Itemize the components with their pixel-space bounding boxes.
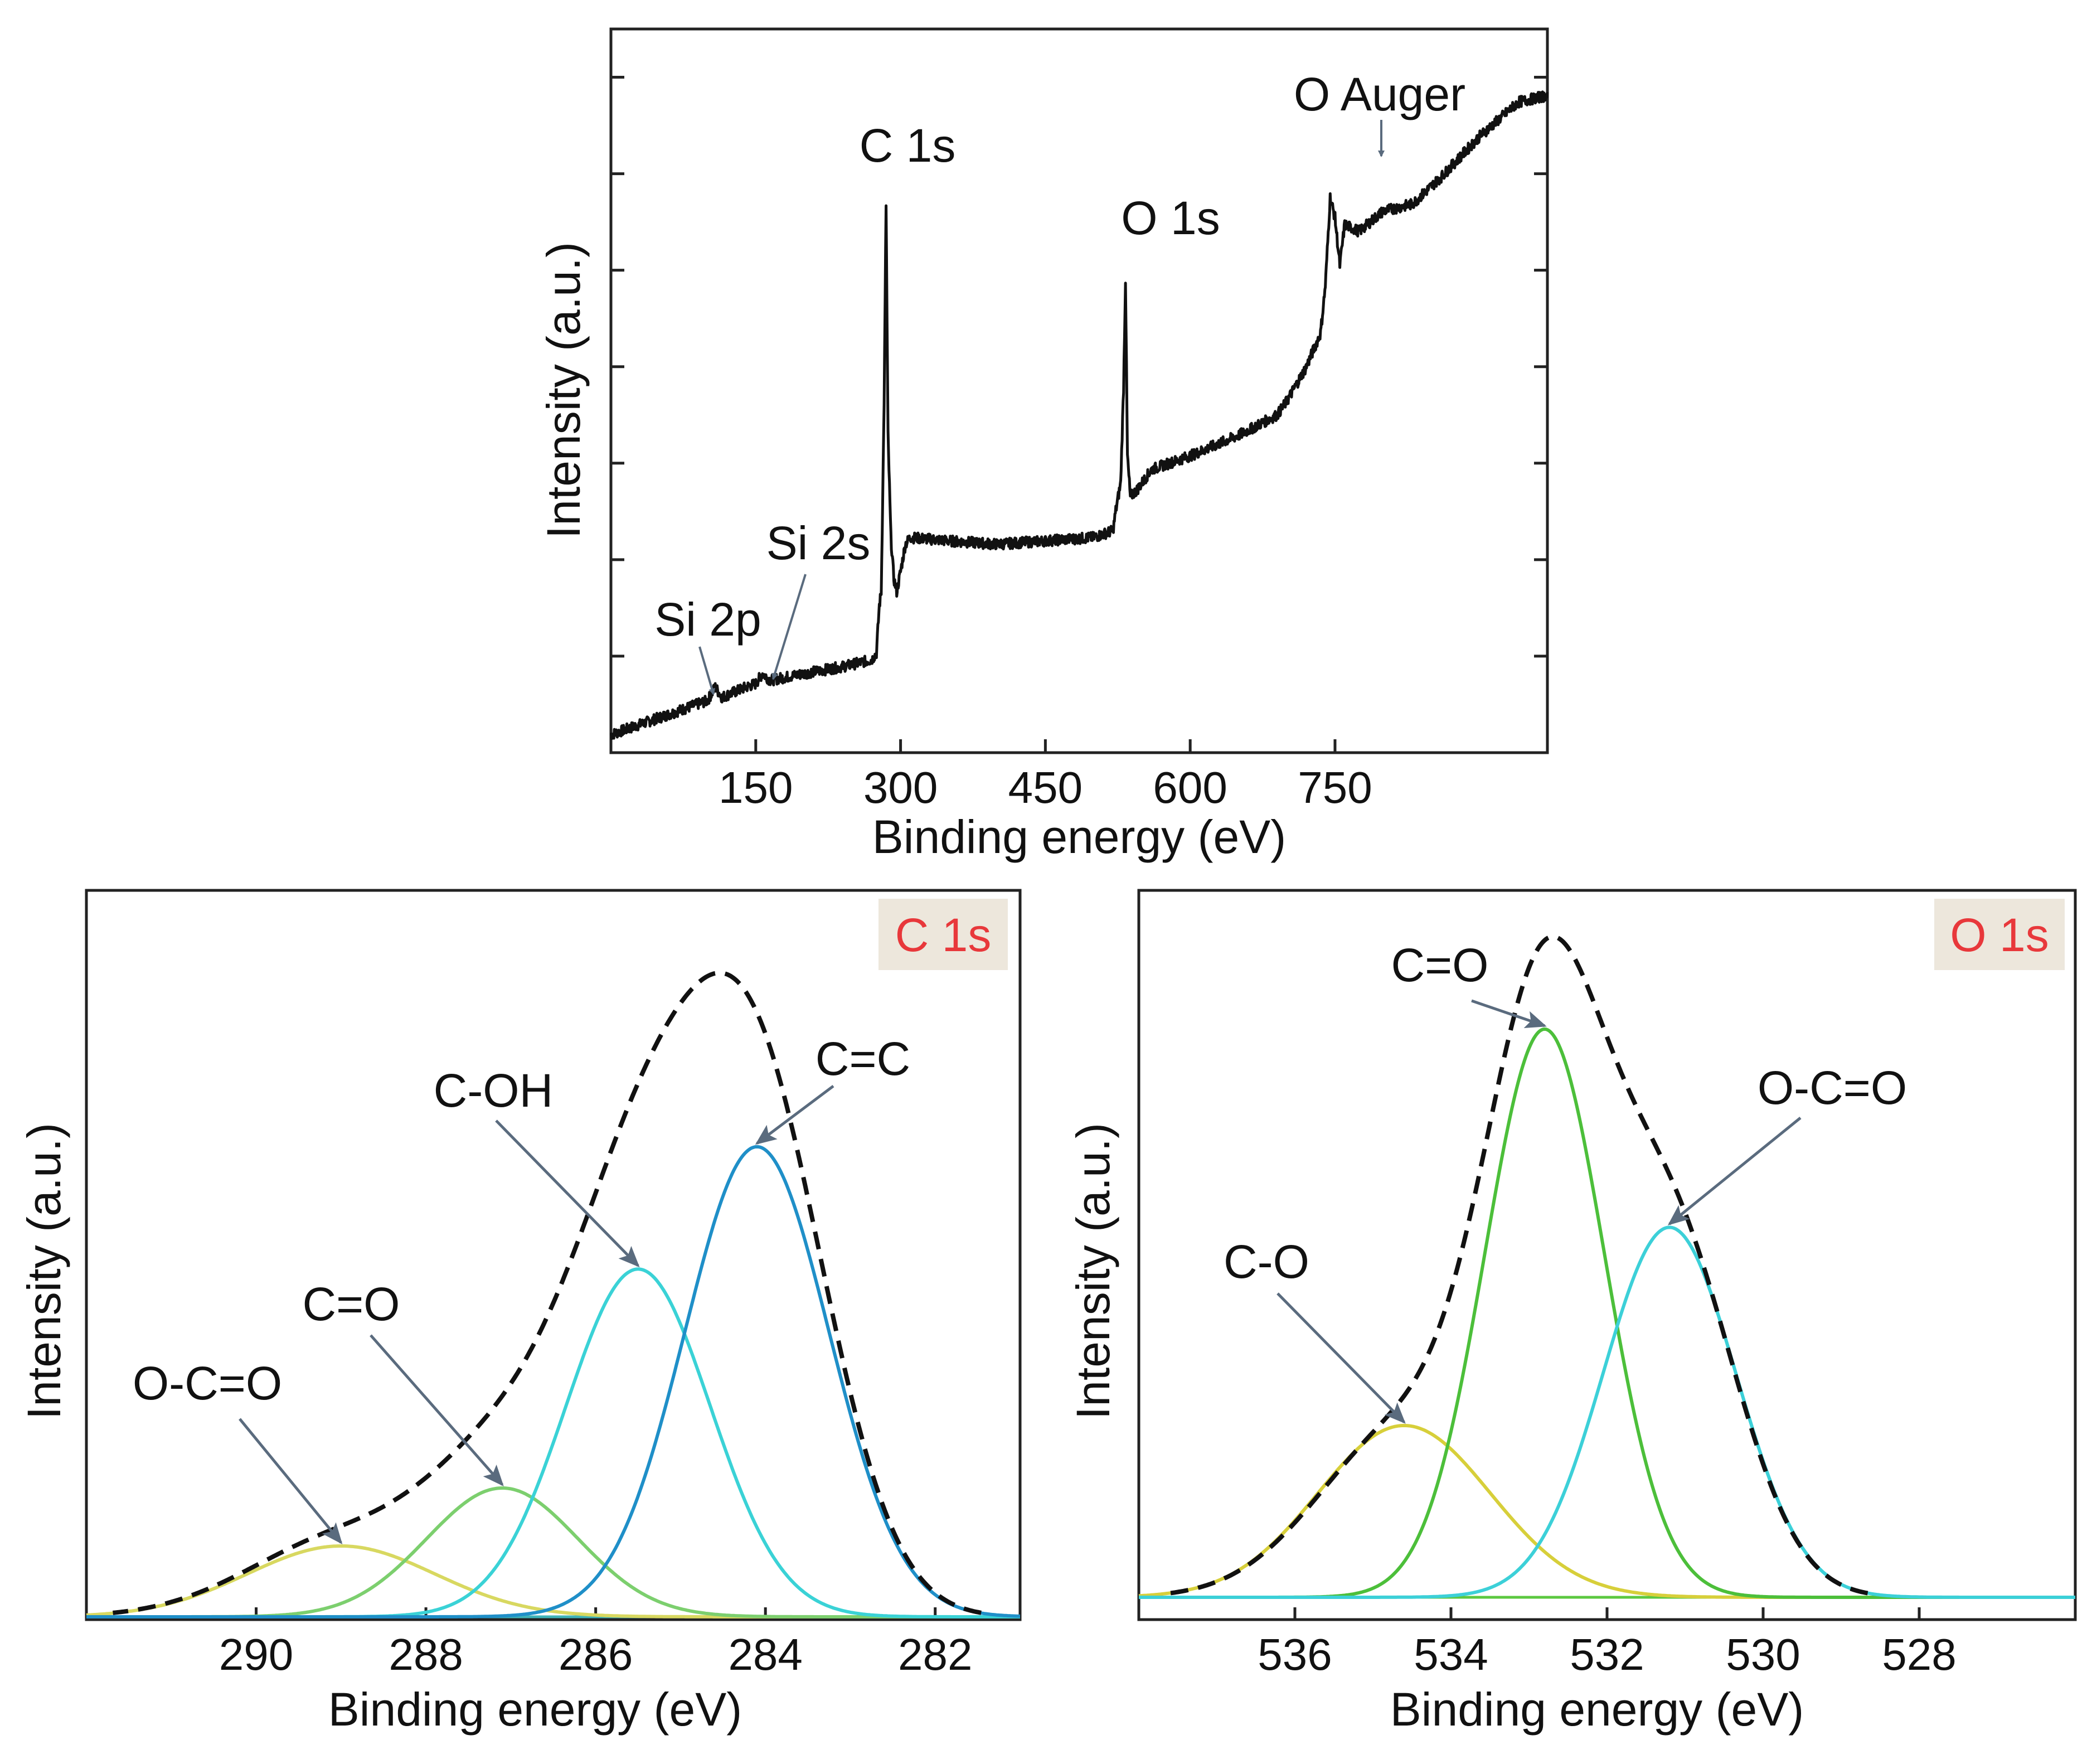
c1s-component-arrow — [755, 1085, 834, 1145]
c1s-component-c-c — [86, 1145, 1021, 1618]
o1s-component-label: C=O — [1391, 939, 1488, 991]
c1s-x-tick-label: 288 — [389, 1630, 463, 1679]
o1s-badge-bg — [1934, 899, 2065, 970]
survey-peak-label: Si 2s — [766, 517, 871, 569]
survey-peak-label: C 1s — [860, 119, 956, 172]
o1s-badge: O 1s — [1950, 909, 2049, 961]
c1s-envelope-dashed-line — [113, 970, 982, 1615]
o1s-x-ticks: 536 534 532 530 528 — [1258, 1607, 1957, 1679]
survey-y-axis-label: Intensity (a.u.) — [537, 242, 590, 539]
c1s-x-axis-label: Binding energy (eV) — [328, 1683, 742, 1736]
o1s-chart: 536 534 532 530 528 Intensity (a.u.) Binding… — [1067, 889, 2077, 1736]
o1s-component-arrow — [1667, 1117, 1802, 1225]
c1s-component-c-oh — [86, 1267, 1020, 1618]
o1s-x-tick-label: 530 — [1726, 1630, 1800, 1679]
c1s-component-label: C=C — [816, 1033, 910, 1085]
o1s-x-tick-label: 528 — [1882, 1630, 1956, 1679]
o1s-component-c-o — [1138, 1423, 2075, 1599]
c1s-component-label: C=O — [302, 1278, 400, 1330]
c1s-x-tick-label: 290 — [219, 1630, 293, 1679]
c1s-badge: C 1s — [895, 909, 992, 961]
c1s-component-label: O-C=O — [133, 1357, 282, 1409]
survey-peak-label: Si 2p — [654, 593, 761, 646]
survey-x-tick-label: 150 — [719, 763, 793, 812]
c1s-y-axis-label: Intensity (a.u.) — [18, 1123, 70, 1419]
o1s-x-tick-label: 532 — [1570, 1630, 1644, 1679]
survey-frame — [609, 27, 1549, 754]
o1s-component-arrow — [1471, 999, 1547, 1029]
survey-x-tick-label: 750 — [1298, 763, 1372, 812]
c1s-series — [86, 970, 1021, 1618]
c1s-component-arrow — [370, 1334, 504, 1487]
survey-peak-label: O Auger — [1294, 68, 1465, 120]
survey-chart: 150 300 450 600 750 Intensity (a.u.) Binding… — [537, 27, 1549, 863]
c1s-x-tick-label: 282 — [898, 1630, 972, 1679]
survey-x-tick-label: 450 — [1008, 763, 1083, 812]
c1s-x-ticks: 290 288 286 284 282 — [219, 1607, 972, 1679]
c1s-component-arrow — [239, 1418, 343, 1545]
o1s-component-c-o — [1139, 1027, 2075, 1599]
survey-peak-arrow — [698, 646, 715, 695]
survey-peak-label: O 1s — [1121, 192, 1220, 244]
survey-spectrum-line — [609, 90, 1549, 740]
survey-x-tick-label: 300 — [863, 763, 938, 812]
o1s-annotations: C-O C=O O-C=O — [1224, 939, 1907, 1424]
c1s-chart: 290 288 286 284 282 Intensity (a.u.) Binding… — [18, 889, 1022, 1736]
c1s-x-tick-label: 286 — [559, 1630, 633, 1679]
o1s-component-o-c-o — [1139, 1225, 2075, 1599]
survey-y-ticks — [611, 76, 1547, 658]
o1s-x-tick-label: 534 — [1414, 1630, 1488, 1679]
c1s-badge-bg — [878, 899, 1008, 970]
o1s-x-tick-label: 536 — [1258, 1630, 1332, 1679]
survey-series — [609, 90, 1549, 740]
survey-x-tick-label: 600 — [1153, 763, 1227, 812]
o1s-component-arrow — [1276, 1292, 1406, 1424]
o1s-series — [1138, 934, 2075, 1599]
c1s-component-label: C-OH — [434, 1064, 554, 1117]
o1s-component-label: C-O — [1224, 1235, 1309, 1288]
o1s-envelope-dashed-line — [1169, 934, 1868, 1596]
c1s-component-arrow — [495, 1120, 640, 1268]
o1s-y-axis-label: Intensity (a.u.) — [1067, 1123, 1119, 1419]
survey-x-ticks: 150 300 450 600 750 — [719, 739, 1372, 812]
o1s-component-label: O-C=O — [1758, 1062, 1907, 1114]
o1s-x-axis-label: Binding energy (eV) — [1390, 1683, 1804, 1736]
c1s-frame — [85, 889, 1022, 1621]
c1s-annotations: O-C=O C=O C-OH C=C — [133, 1033, 910, 1545]
survey-peak-arrow — [771, 574, 807, 680]
c1s-x-tick-label: 284 — [728, 1630, 802, 1679]
survey-x-axis-label: Binding energy (eV) — [872, 811, 1286, 863]
